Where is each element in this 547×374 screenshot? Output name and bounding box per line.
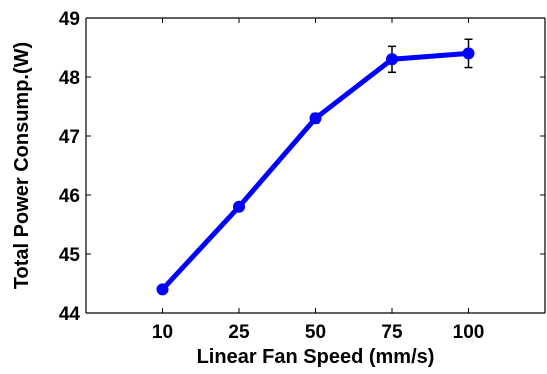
x-tick-label: 50 <box>305 322 326 343</box>
x-tick-label: 75 <box>381 322 403 343</box>
data-point <box>156 283 169 296</box>
series-line <box>160 50 469 292</box>
data-point <box>309 112 322 125</box>
data-point <box>386 53 398 66</box>
y-tick-label: 44 <box>59 304 81 325</box>
x-tick-label: 10 <box>152 322 173 343</box>
x-axis-label: Linear Fan Speed (mm/s) <box>197 346 435 368</box>
x-tick-label: 25 <box>228 322 250 343</box>
axis-ticks <box>86 17 545 314</box>
plot-frame <box>85 17 546 314</box>
y-tick-label: 47 <box>59 127 80 148</box>
data-point <box>462 47 475 60</box>
y-axis-label: Total Power Consump.(W) <box>11 42 33 289</box>
data-point <box>233 200 245 213</box>
y-tick-label: 48 <box>59 68 80 89</box>
y-tick-label: 49 <box>59 9 80 30</box>
series-group <box>156 38 475 296</box>
x-tick-label: 100 <box>453 322 485 343</box>
y-tick-label: 46 <box>59 186 80 207</box>
x-tick-labels: 10 25 50 75 100 <box>152 322 484 343</box>
y-tick-label: 45 <box>59 245 81 266</box>
y-tick-labels: 44 45 46 47 48 49 <box>59 9 81 325</box>
